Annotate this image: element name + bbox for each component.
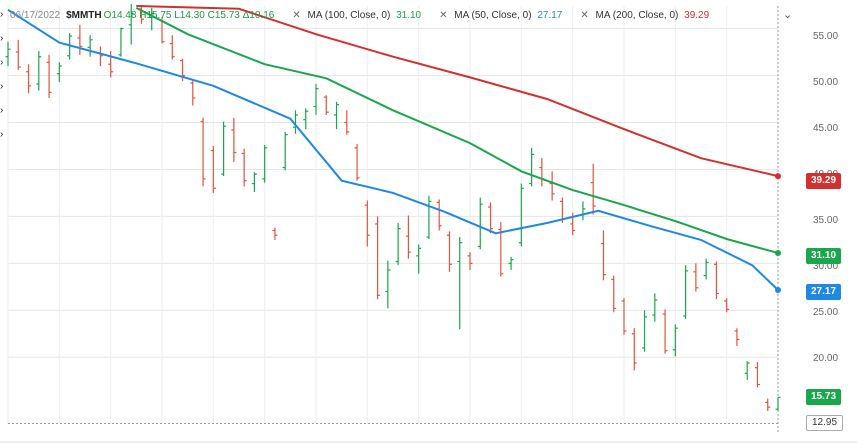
drawing-tool-icon[interactable]: › [0, 81, 4, 92]
legend-ma-50-label: MA (50, Close, 0) [454, 10, 532, 21]
legend-date: 06/17/2022 [10, 10, 61, 21]
remove-ma-100-icon[interactable]: ✕ [292, 10, 301, 21]
y-tick-label: 30.00 [813, 261, 839, 272]
drawing-tool-icon[interactable]: › [0, 33, 4, 44]
legend-symbol: $MMTH [66, 10, 102, 21]
drawing-tool-icon[interactable]: › [0, 9, 4, 20]
y-tick-label: 20.00 [813, 353, 839, 364]
ma-200-line-end-dot [775, 173, 781, 180]
legend-ma-100: ✕ MA (100, Close, 0) 31.10 [292, 10, 421, 21]
chevron-down-icon[interactable]: ⌄ [783, 9, 793, 21]
ma-100-line [135, 7, 779, 254]
remove-ma-200-icon[interactable]: ✕ [580, 10, 589, 21]
legend-ma-50: ✕ MA (50, Close, 0) 27.17 [439, 10, 562, 21]
legend-ohlc: O14.48 H15.75 L14.30 C15.73 Δ10.16 [103, 10, 275, 21]
legend-ma-200-value: 39.29 [684, 10, 710, 21]
remove-ma-50-icon[interactable]: ✕ [439, 10, 448, 21]
drawing-tool-icon[interactable]: › [0, 129, 4, 140]
ma-100-line-end-dot [775, 250, 781, 257]
ma-200-line [136, 5, 779, 178]
y-tick-label: 25.00 [813, 307, 839, 318]
drawing-tool-icon[interactable]: › [0, 57, 4, 68]
legend-ma-100-label: MA (100, Close, 0) [307, 10, 391, 21]
low-price-badge: 12.95 [806, 415, 844, 431]
legend-ma-200: ✕ MA (200, Close, 0) 39.29 [580, 10, 709, 21]
y-tick-label: 45.00 [813, 123, 839, 134]
ma-100-price-badge: 31.10 [806, 248, 842, 264]
y-tick-label: 50.00 [813, 77, 839, 88]
y-tick-label: 55.00 [813, 31, 839, 42]
legend-ma-50-value: 27.17 [537, 10, 563, 21]
legend-ma-200-label: MA (200, Close, 0) [595, 10, 679, 21]
legend-ma-100-value: 31.10 [396, 10, 422, 21]
ma-50-line-end-dot [775, 286, 781, 293]
ma-200-price-badge: 39.29 [806, 173, 842, 189]
ma-50-price-badge: 27.17 [806, 284, 842, 300]
y-tick-label: 35.00 [813, 215, 839, 226]
drawing-tool-icon[interactable]: › [0, 105, 4, 116]
legend: 06/17/2022 $MMTH O14.48 H15.75 L14.30 C1… [10, 10, 709, 21]
ma-50-line [7, 8, 779, 291]
last-price-badge: 15.73 [806, 389, 842, 405]
